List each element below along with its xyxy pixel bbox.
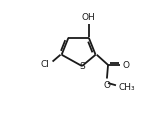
Text: O: O	[122, 61, 129, 70]
Text: CH₃: CH₃	[118, 82, 135, 91]
Text: S: S	[79, 61, 85, 70]
Text: O: O	[103, 80, 110, 89]
Text: Cl: Cl	[40, 60, 49, 69]
Text: OH: OH	[82, 13, 96, 22]
